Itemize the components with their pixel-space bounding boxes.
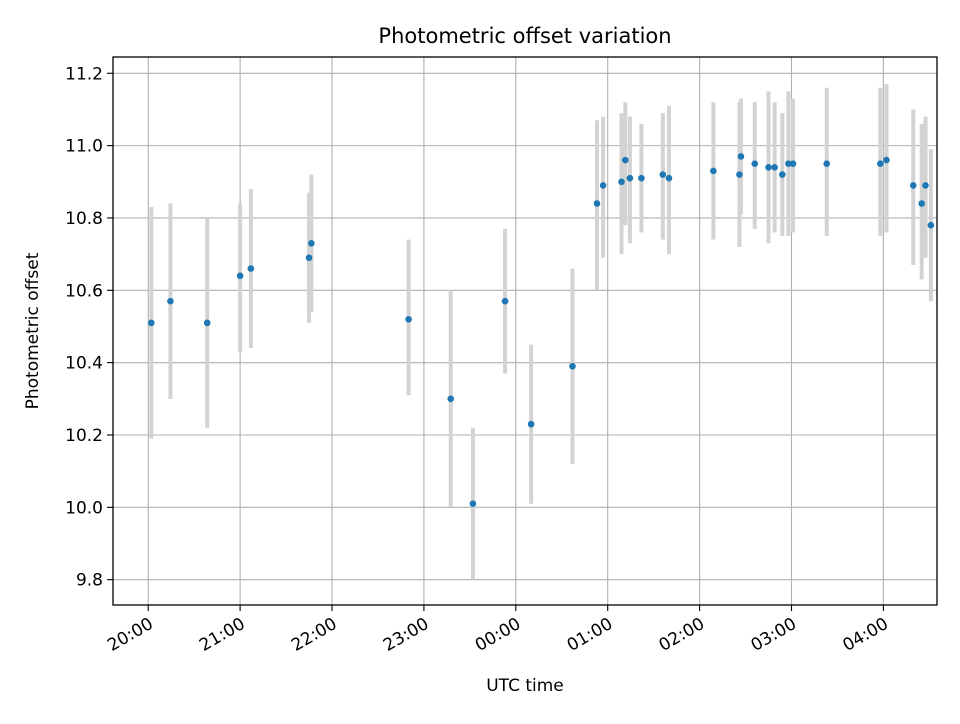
data-point (569, 362, 576, 370)
y-axis-ticks: 9.8 10.0 10.2 10.4 10.6 10.8 11.0 11.2 (65, 64, 113, 591)
y-tick-label: 11.0 (65, 137, 103, 157)
data-point (765, 164, 772, 171)
y-tick-label: 11.2 (65, 64, 103, 84)
data-point (236, 272, 244, 280)
data-point (751, 160, 759, 168)
data-point (710, 167, 717, 175)
plot-frame (112, 56, 938, 606)
data-point (618, 178, 625, 186)
y-tick-label: 9.8 (76, 571, 103, 591)
data-point (909, 182, 917, 189)
data-point (593, 200, 601, 207)
data-point (626, 174, 634, 182)
y-tick-label: 10.2 (65, 426, 103, 446)
data-point (599, 182, 607, 189)
data-point (638, 174, 645, 182)
x-axis-label: UTC time (486, 676, 564, 696)
data-point (823, 160, 831, 168)
data-point (737, 153, 745, 160)
data-point (501, 297, 509, 305)
data-point (771, 164, 778, 171)
data-points (147, 153, 935, 508)
data-point (405, 315, 412, 323)
data-point (167, 297, 174, 305)
data-point (918, 200, 925, 207)
data-point (665, 174, 673, 182)
data-point (447, 395, 455, 403)
data-point (779, 171, 786, 178)
data-point (247, 265, 255, 272)
y-tick-label: 10.6 (65, 281, 103, 301)
data-point (469, 500, 477, 508)
data-point (147, 319, 155, 327)
y-tick-label: 10.4 (65, 354, 103, 374)
data-point (527, 420, 535, 428)
data-point (308, 239, 315, 247)
data-point (883, 156, 890, 164)
chart-title: Photometric offset variation (378, 24, 671, 48)
data-point (785, 160, 792, 168)
data-point (305, 254, 313, 262)
y-tick-label: 10.8 (65, 209, 103, 229)
data-point (927, 221, 935, 229)
grid-lines (113, 57, 937, 605)
y-axis-label: Photometric offset (23, 252, 43, 409)
data-point (877, 160, 884, 168)
data-point (922, 182, 929, 189)
data-point (659, 171, 667, 178)
data-point (203, 319, 211, 327)
data-point (789, 160, 797, 168)
data-point (622, 156, 629, 164)
y-tick-label: 10.0 (65, 498, 103, 518)
data-point (736, 171, 743, 178)
